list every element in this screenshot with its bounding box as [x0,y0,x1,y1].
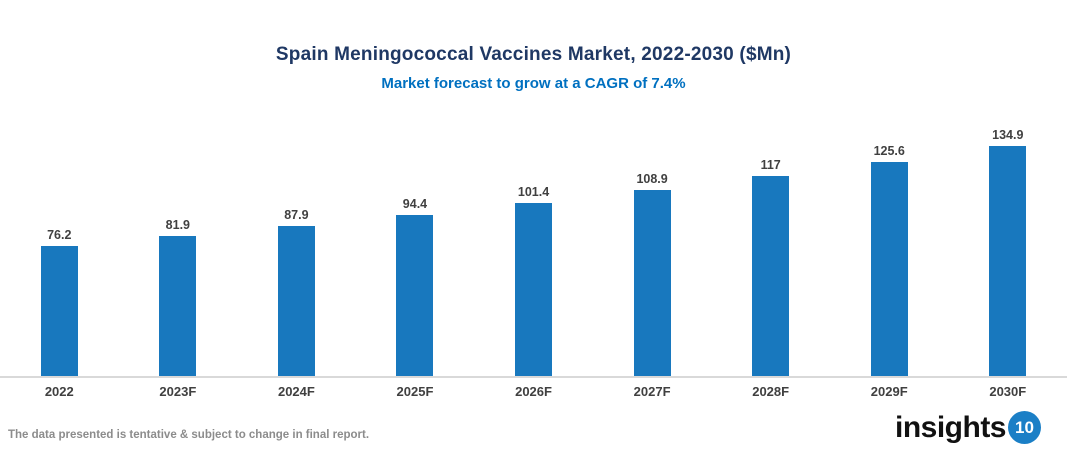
bar-2025F: 94.4 [396,197,434,376]
bar-column-2023F: 81.9 [119,139,238,376]
bar-value-label: 117 [760,158,781,173]
bar-2028F: 117 [752,158,790,376]
chart-subtitle: Market forecast to grow at a CAGR of 7.4… [381,75,686,92]
bar-value-label: 101.4 [517,184,550,199]
bar-column-2025F: 94.4 [356,139,475,376]
bar-2023F: 81.9 [159,218,197,376]
bar-2027F: 108.9 [633,172,671,376]
chart-title: Spain Meningococcal Vaccines Market, 202… [275,44,792,65]
x-axis-tick-label: 2029F [870,384,908,399]
x-axis-labels: 2022 2023F 2024F 2025F 2026F 2027F 2028F 2029F 2… [0,378,1067,399]
x-axis-tick-label: 2025F [396,384,434,399]
bar-value-label: 108.9 [636,172,668,187]
insights10-logo: insights 10 [895,411,1041,444]
bar-column-2030F: 134.9 [949,128,1067,376]
bar-2029F: 125.6 [870,144,908,376]
bar-2026F: 101.4 [515,185,553,376]
logo-badge: 10 [1008,411,1041,444]
bar-chart: 76.2 81.9 87.9 94.4 101.4 108.9 117 125.6 134.9 … [0,128,1067,399]
bar-value-label: 134.9 [992,127,1024,142]
x-axis-tick-label: 2027F [633,384,671,399]
bar-column-2024F: 87.9 [237,139,356,376]
bar-value-label: 81.9 [165,218,191,233]
x-axis-tick-label: 2026F [515,384,552,399]
disclaimer-text: The data presented is tentative & subjec… [8,429,370,441]
x-axis-tick-label: 2028F [752,384,790,399]
bar-2022: 76.2 [40,228,78,376]
bar-value-label: 125.6 [873,143,905,158]
x-axis-tick-label: 2022 [44,384,74,399]
bar-value-label: 76.2 [47,227,72,242]
bar-column-2029F: 125.6 [830,139,949,376]
plot-area: 76.2 81.9 87.9 94.4 101.4 108.9 117 125.6 134.9 [0,128,1067,378]
bar-value-label: 94.4 [402,196,428,211]
bar-column-2026F: 101.4 [474,139,593,376]
logo-text: insights [894,410,1007,444]
bar-2024F: 87.9 [277,208,315,376]
x-axis-tick-label: 2030F [989,384,1027,399]
x-axis-tick-label: 2023F [159,384,197,399]
x-axis-tick-label: 2024F [277,384,315,399]
bar-column-2028F: 117 [711,139,830,376]
bar-value-label: 87.9 [284,207,309,222]
bar-column-2027F: 108.9 [593,139,712,376]
bar-2030F: 134.9 [989,128,1027,376]
bar-column-2022: 76.2 [0,139,119,376]
